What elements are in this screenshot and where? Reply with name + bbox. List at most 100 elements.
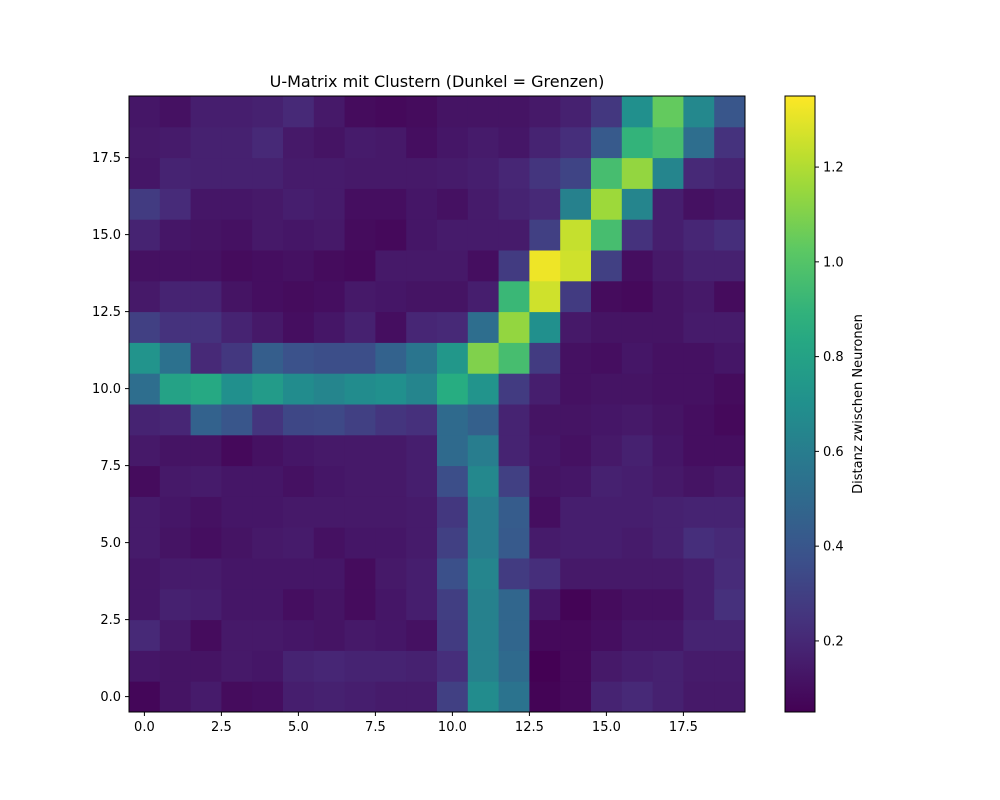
y-tick-label: 2.5	[100, 613, 121, 628]
heatmap-cell	[406, 188, 438, 220]
heatmap-cell	[159, 404, 192, 436]
heatmap-cell	[467, 527, 500, 559]
heatmap-cell	[283, 280, 315, 313]
heatmap-cell	[406, 619, 438, 651]
heatmap-cell	[683, 681, 715, 713]
heatmap-cell	[652, 250, 684, 282]
heatmap-cell	[344, 619, 376, 651]
heatmap-cell	[313, 342, 346, 374]
heatmap-cell	[221, 311, 253, 343]
heatmap-cell	[190, 373, 222, 405]
heatmap-cell	[529, 650, 561, 682]
heatmap-cell	[591, 404, 623, 436]
heatmap-cell	[190, 342, 222, 374]
heatmap-cell	[498, 434, 530, 467]
heatmap-cell	[252, 558, 284, 590]
heatmap-cell	[129, 404, 161, 436]
heatmap-cell	[591, 157, 623, 189]
heatmap-cell	[190, 219, 222, 251]
heatmap-cell	[313, 650, 346, 682]
heatmap-cell	[406, 465, 438, 497]
heatmap-cell	[252, 96, 284, 128]
heatmap-cell	[467, 619, 500, 651]
heatmap-cell	[344, 157, 376, 189]
chart-title: U-Matrix mit Clustern (Dunkel = Grenzen)	[270, 72, 605, 91]
heatmap-cell	[591, 250, 623, 282]
heatmap-cell	[498, 126, 530, 159]
heatmap-cell	[375, 250, 407, 282]
heatmap-cell	[406, 527, 438, 559]
heatmap-cell	[344, 558, 376, 590]
y-tick-label: 0.0	[100, 690, 121, 705]
heatmap-cell	[467, 496, 500, 528]
heatmap-cell	[313, 219, 346, 251]
heatmap-cell	[221, 404, 253, 436]
heatmap-cell	[375, 219, 407, 251]
heatmap-cell	[406, 280, 438, 313]
heatmap-cell	[591, 650, 623, 682]
heatmap-cell	[591, 219, 623, 251]
heatmap-cell	[683, 650, 715, 682]
heatmap-cell	[159, 465, 192, 497]
heatmap-cell	[467, 465, 500, 497]
heatmap-cell	[252, 188, 284, 220]
heatmap-cell	[621, 434, 654, 467]
y-tick-label: 15.0	[92, 228, 121, 243]
heatmap-cell	[591, 311, 623, 343]
y-tick-label: 10.0	[92, 382, 121, 397]
heatmap-cell	[498, 96, 530, 128]
heatmap-cell	[652, 311, 684, 343]
colorbar-tick-label: 0.4	[823, 540, 844, 555]
x-tick-label: 10.0	[438, 720, 467, 735]
heatmap-cell	[252, 126, 284, 159]
heatmap-cell	[591, 96, 623, 128]
heatmap-cell	[375, 588, 407, 621]
heatmap-cell	[498, 465, 530, 497]
heatmap-cell	[375, 650, 407, 682]
heatmap-cell	[529, 619, 561, 651]
colorbar-frame	[784, 95, 816, 713]
heatmap-cell	[159, 434, 192, 467]
heatmap-cell	[467, 404, 500, 436]
heatmap-cell	[683, 188, 715, 220]
heatmap-cell	[621, 373, 654, 405]
heatmap-cell	[406, 588, 438, 621]
heatmap-cell	[252, 465, 284, 497]
heatmap-cell	[683, 342, 715, 374]
heatmap-cell	[221, 157, 253, 189]
heatmap-cell	[621, 126, 654, 159]
heatmap-cell	[621, 311, 654, 343]
heatmap-cell	[560, 527, 592, 559]
heatmap-cell	[313, 619, 346, 651]
heatmap-cell	[467, 434, 500, 467]
heatmap-cell	[683, 496, 715, 528]
heatmap-cell	[129, 681, 161, 713]
heatmap-cell	[560, 342, 592, 374]
heatmap-cell	[190, 434, 222, 467]
heatmap-cell	[375, 527, 407, 559]
heatmap-cell	[344, 188, 376, 220]
heatmap-cell	[375, 681, 407, 713]
heatmap-cell	[190, 250, 222, 282]
heatmap-cell	[560, 96, 592, 128]
heatmap-cell	[313, 373, 346, 405]
heatmap-cell	[652, 404, 684, 436]
heatmap-cell	[190, 157, 222, 189]
heatmap-cell	[252, 619, 284, 651]
heatmap-cell	[221, 558, 253, 590]
heatmap-cell	[529, 373, 561, 405]
x-tick-label: 0.0	[134, 720, 155, 735]
heatmap-cell	[283, 157, 315, 189]
y-tick-label: 7.5	[100, 459, 121, 474]
heatmap-cell	[467, 650, 500, 682]
heatmap-cell	[221, 619, 253, 651]
heatmap-cell	[529, 558, 561, 590]
heatmap-cell	[714, 558, 746, 590]
heatmap-cell	[437, 465, 469, 497]
heatmap-cell	[129, 250, 161, 282]
y-tick-label: 12.5	[92, 305, 121, 320]
heatmap-cell	[221, 342, 253, 374]
heatmap-cell	[159, 126, 192, 159]
heatmap-cell	[498, 619, 530, 651]
heatmap-cell	[252, 681, 284, 713]
